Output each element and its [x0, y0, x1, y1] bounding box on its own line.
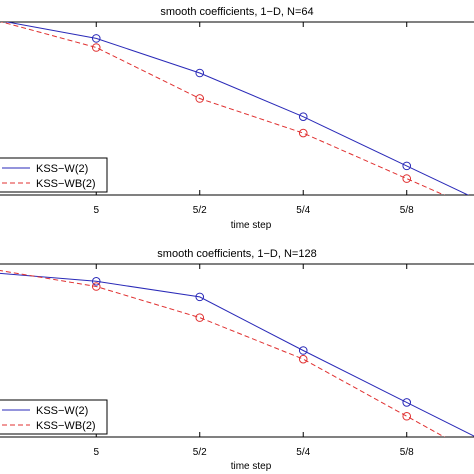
chart-n128: smooth coefficients, 1−D, N=128 5 5/2 5/4 5/…	[0, 248, 474, 472]
legend-label: KSS−W(2)	[36, 163, 88, 175]
legend: KSS−W(2) KSS−WB(2)	[0, 399, 108, 435]
series-line-kss-w2	[0, 272, 474, 437]
legend-box	[0, 157, 108, 193]
x-tick-label: 5	[93, 447, 99, 458]
plot-frame	[0, 21, 474, 196]
data-point-marker	[91, 34, 101, 43]
data-point-marker	[402, 161, 412, 171]
x-tick-label: 5/2	[193, 205, 207, 216]
x-tick-label: 5/2	[193, 447, 207, 458]
data-point-marker	[402, 174, 412, 183]
x-tick-label: 5	[93, 205, 99, 216]
data-point-marker	[195, 313, 205, 322]
x-axis-label: time step	[231, 220, 272, 231]
x-tick-label: 5/4	[296, 447, 310, 458]
series-line-kss-wb2	[0, 270, 446, 437]
legend-label: KSS−W(2)	[36, 405, 88, 417]
data-point-marker	[91, 282, 101, 291]
x-axis-label: time step	[231, 461, 272, 472]
chart-title: smooth coefficients, 1−D, N=128	[157, 248, 316, 260]
data-point-marker	[402, 398, 412, 407]
chart-title: smooth coefficients, 1−D, N=64	[160, 6, 313, 18]
data-point-marker	[298, 128, 308, 138]
data-point-marker	[298, 112, 308, 121]
series-line-kss-wb2	[0, 22, 446, 195]
legend-label: KSS−WB(2)	[36, 178, 96, 190]
x-tick-label: 5/8	[400, 447, 414, 458]
legend: KSS−W(2) KSS−WB(2)	[0, 157, 108, 193]
x-tick-label: 5/8	[400, 205, 414, 216]
data-point-marker	[298, 354, 308, 364]
x-tick-label: 5/4	[296, 205, 310, 216]
data-point-marker	[91, 277, 101, 286]
chart-n64: smooth coefficients, 1−D, N=64 5 5/2 5/4 5/8…	[0, 6, 474, 231]
data-point-marker	[402, 411, 412, 421]
series-line-kss-w2	[4, 22, 470, 195]
data-point-marker	[195, 94, 205, 103]
data-point-marker	[195, 292, 205, 302]
legend-label: KSS−WB(2)	[36, 420, 96, 432]
plot-frame	[0, 263, 474, 438]
data-point-marker	[91, 43, 101, 52]
data-point-marker	[298, 346, 308, 355]
legend-box	[0, 399, 108, 435]
data-point-marker	[195, 68, 205, 78]
